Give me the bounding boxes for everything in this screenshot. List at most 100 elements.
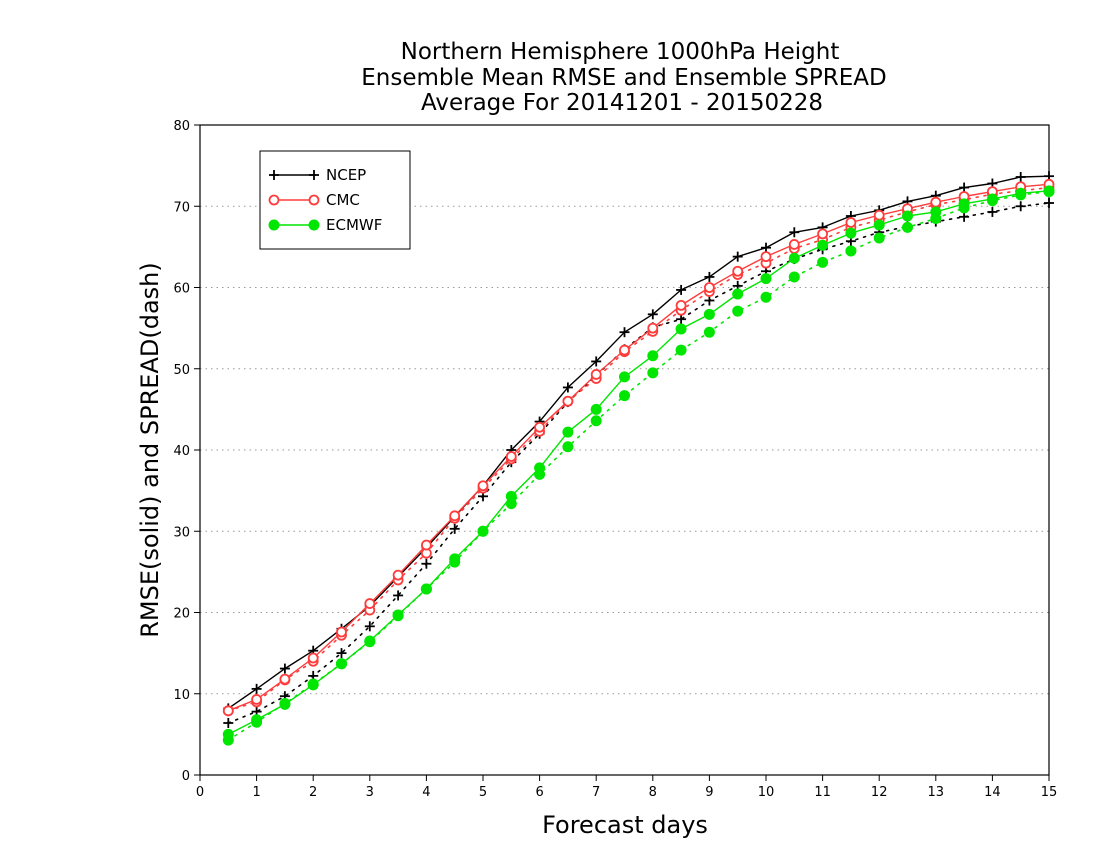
- legend-item-ecmwf: ECMWF: [268, 216, 382, 234]
- ecmwf-spread-point: [590, 415, 602, 427]
- cmc-rmse-point: [420, 539, 432, 551]
- cmc-rmse-point: [477, 480, 489, 492]
- ncep-rmse-point: [647, 309, 658, 320]
- ncep-spread-point: [704, 295, 715, 306]
- legend: NCEP CMC ECMWF: [259, 150, 411, 250]
- ncep-rmse-point: [591, 356, 602, 367]
- ecmwf-rmse-point: [477, 525, 489, 537]
- ncep-spread-point: [1044, 198, 1054, 208]
- ecmwf-rmse-point: [1043, 185, 1055, 197]
- x-tick-label: 1: [252, 785, 260, 800]
- cmc-rmse-point: [930, 196, 942, 208]
- ecmwf-spread-point: [562, 441, 574, 453]
- ncep-rmse-point: [676, 284, 687, 295]
- ecmwf-spread-point: [845, 245, 857, 257]
- x-tick-label: 3: [366, 785, 374, 800]
- legend-swatch-marker: [309, 170, 319, 180]
- ecmwf-rmse-point: [534, 462, 546, 474]
- ncep-rmse-point: [1015, 172, 1026, 182]
- ecmwf-rmse-point: [307, 679, 319, 691]
- ecmwf-rmse-point: [619, 371, 630, 383]
- ecmwf-rmse-point: [845, 227, 857, 239]
- series: [222, 171, 1055, 746]
- x-tick-label: 15: [1041, 785, 1058, 800]
- ncep-rmse-point: [562, 382, 573, 393]
- x-tick-label: 10: [758, 785, 775, 800]
- y-tick-label: 10: [173, 688, 190, 703]
- ecmwf-spread-point: [619, 390, 630, 402]
- ecmwf-spread-line: [227, 190, 1050, 741]
- y-axis-label: RMSE(solid) and SPREAD(dash): [136, 262, 164, 638]
- ecmwf-rmse-point: [251, 714, 263, 726]
- ecmwf-rmse-point: [336, 658, 347, 670]
- cmc-rmse-point: [364, 598, 376, 609]
- ncep-rmse-point: [761, 242, 771, 253]
- ecmwf-spread-point: [873, 232, 885, 244]
- title-line-1: Northern Hemisphere 1000hPa Height: [401, 39, 840, 65]
- ecmwf-rmse-point: [930, 206, 942, 218]
- legend-label-ecmwf: ECMWF: [326, 216, 382, 234]
- legend-label-cmc: CMC: [326, 191, 360, 209]
- x-axis-label: Forecast days: [542, 811, 708, 839]
- ecmwf-rmse-point: [986, 193, 998, 205]
- y-tick-label: 80: [173, 119, 190, 134]
- cmc-rmse-point: [704, 282, 715, 293]
- cmc-rmse-point: [817, 228, 828, 240]
- ncep-spread-line: [227, 202, 1050, 724]
- y-tick-label: 40: [173, 444, 190, 459]
- y-tick-label: 70: [173, 200, 190, 215]
- y-tick-label: 0: [182, 769, 190, 784]
- legend-item-ncep: NCEP: [269, 166, 366, 184]
- cmc-rmse-point: [647, 322, 659, 334]
- x-tick-label: 12: [871, 785, 888, 800]
- ncep-spread-point: [393, 590, 404, 601]
- cmc-rmse-point: [590, 369, 602, 380]
- cmc-rmse-point: [619, 344, 630, 356]
- ncep-spread-point: [1015, 201, 1026, 212]
- chart-title: Northern Hemisphere 1000hPa Height Ensem…: [361, 39, 886, 116]
- series-ecmwf: [222, 185, 1055, 746]
- ncep-rmse-point: [732, 251, 743, 262]
- ecmwf-rmse-point: [449, 553, 461, 565]
- legend-swatch-marker: [308, 194, 320, 206]
- cmc-rmse-point: [562, 395, 574, 407]
- cmc-rmse-line: [227, 183, 1050, 712]
- ecmwf-rmse-point: [817, 239, 829, 251]
- title-line-3: Average For 20141201 - 20150228: [421, 90, 823, 116]
- ncep-rmse-point: [619, 327, 630, 338]
- ecmwf-rmse-point: [590, 403, 602, 415]
- ncep-spread-point: [336, 648, 347, 659]
- legend-swatch-marker: [269, 170, 279, 180]
- series-ncep: [223, 171, 1054, 728]
- ecmwf-rmse-point: [562, 426, 574, 438]
- ecmwf-rmse-point: [647, 350, 659, 362]
- legend-item-cmc: CMC: [268, 191, 360, 209]
- cmc-rmse-point: [251, 694, 263, 705]
- y-tick-label: 20: [173, 607, 190, 622]
- y-tick-label: 50: [173, 363, 190, 378]
- ecmwf-rmse-point: [392, 609, 404, 621]
- ecmwf-rmse-point: [675, 323, 687, 335]
- cmc-rmse-point: [449, 510, 461, 522]
- cmc-rmse-point: [788, 239, 800, 250]
- ncep-rmse-point: [251, 683, 262, 694]
- ncep-rmse-line: [227, 175, 1050, 710]
- series-cmc: [222, 178, 1055, 717]
- ncep-spread-point: [449, 523, 460, 534]
- x-tick-label: 0: [196, 785, 204, 800]
- cmc-spread-line: [227, 186, 1050, 712]
- legend-label-ncep: NCEP: [326, 166, 366, 184]
- cmc-rmse-point: [675, 299, 687, 311]
- ncep-rmse-point: [789, 227, 800, 238]
- x-tick-label: 9: [705, 785, 713, 800]
- ecmwf-rmse-point: [505, 490, 517, 502]
- ecmwf-rmse-point: [958, 198, 970, 210]
- ecmwf-spread-point: [817, 256, 829, 268]
- cmc-rmse-point: [845, 217, 857, 228]
- ecmwf-rmse-point: [902, 210, 913, 222]
- grid: [200, 205, 1049, 695]
- cmc-rmse-point: [873, 209, 885, 221]
- ecmwf-spread-point: [902, 221, 913, 233]
